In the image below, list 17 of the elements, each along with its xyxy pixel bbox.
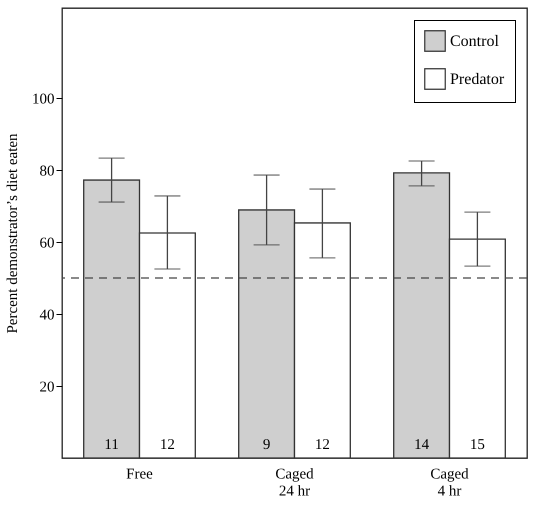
annotation: 14	[414, 437, 430, 453]
annotation: 9	[262, 437, 270, 453]
y-tick-label: 20	[40, 380, 54, 396]
y-tick-label: 60	[40, 236, 54, 252]
y-tick-label: 100	[32, 92, 54, 108]
y-tick-label: 40	[40, 308, 54, 324]
legend-label: Control	[450, 33, 500, 50]
x-tick-label: Caged 24 hr	[275, 466, 314, 500]
y-tick-label: 80	[40, 164, 54, 180]
x-tick-label: Caged 4 hr	[430, 466, 470, 500]
annotation: 12	[314, 437, 330, 453]
annotation: 11	[104, 437, 119, 453]
x-tick-label: Free	[126, 466, 154, 482]
annotation: 12	[160, 437, 175, 453]
legend-label: Predator	[450, 71, 505, 88]
y-axis-title: Percent demonstrator’s diet eaten	[5, 132, 21, 334]
annotation: 15	[470, 437, 485, 453]
